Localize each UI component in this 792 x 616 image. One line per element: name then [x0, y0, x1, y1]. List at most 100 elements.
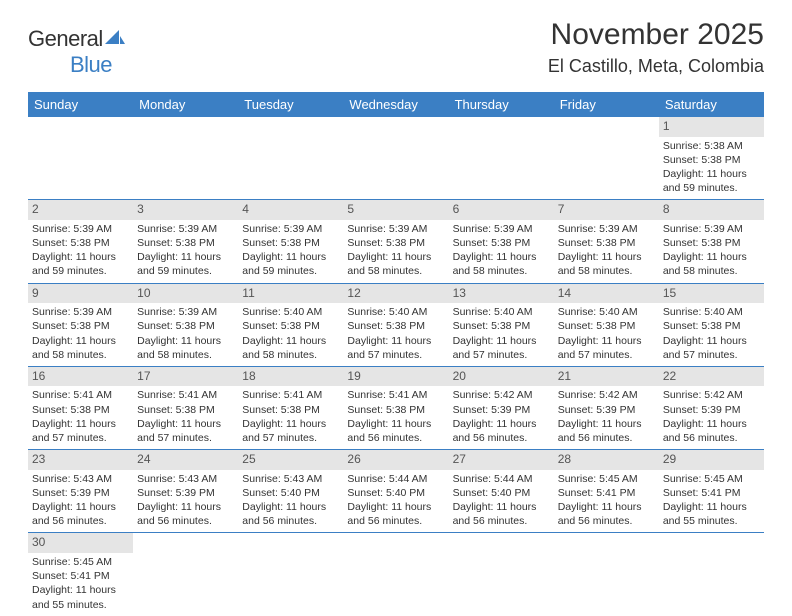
sunset-text: Sunset: 5:38 PM: [137, 236, 234, 250]
calendar-cell: [554, 532, 659, 615]
day-header: Sunday: [28, 92, 133, 117]
day-number: 25: [238, 450, 343, 470]
day-number: 28: [554, 450, 659, 470]
day-number: 13: [449, 284, 554, 304]
day-number: 12: [343, 284, 448, 304]
cell-body: Sunrise: 5:44 AMSunset: 5:40 PMDaylight:…: [449, 470, 554, 533]
daylight-text: Daylight: 11 hours and 57 minutes.: [32, 417, 129, 445]
sunset-text: Sunset: 5:40 PM: [453, 486, 550, 500]
cell-body: Sunrise: 5:40 AMSunset: 5:38 PMDaylight:…: [343, 303, 448, 366]
sunset-text: Sunset: 5:38 PM: [242, 236, 339, 250]
sunrise-text: Sunrise: 5:44 AM: [453, 472, 550, 486]
calendar-cell: 21Sunrise: 5:42 AMSunset: 5:39 PMDayligh…: [554, 366, 659, 449]
sunrise-text: Sunrise: 5:39 AM: [558, 222, 655, 236]
sunrise-text: Sunrise: 5:43 AM: [32, 472, 129, 486]
daylight-text: Daylight: 11 hours and 57 minutes.: [347, 334, 444, 362]
sunset-text: Sunset: 5:38 PM: [347, 403, 444, 417]
title-block: November 2025 El Castillo, Meta, Colombi…: [548, 18, 764, 77]
day-number: 3: [133, 200, 238, 220]
day-header: Thursday: [449, 92, 554, 117]
cell-body: Sunrise: 5:40 AMSunset: 5:38 PMDaylight:…: [449, 303, 554, 366]
day-header: Monday: [133, 92, 238, 117]
calendar-cell: [133, 117, 238, 199]
day-number: 6: [449, 200, 554, 220]
sunset-text: Sunset: 5:40 PM: [347, 486, 444, 500]
calendar-cell: 24Sunrise: 5:43 AMSunset: 5:39 PMDayligh…: [133, 449, 238, 532]
day-header: Saturday: [659, 92, 764, 117]
calendar-cell: [449, 532, 554, 615]
sunrise-text: Sunrise: 5:41 AM: [347, 388, 444, 402]
day-header: Tuesday: [238, 92, 343, 117]
logo-text: GeneralBlue: [28, 26, 125, 78]
day-header: Wednesday: [343, 92, 448, 117]
calendar-cell: 12Sunrise: 5:40 AMSunset: 5:38 PMDayligh…: [343, 283, 448, 366]
daylight-text: Daylight: 11 hours and 56 minutes.: [347, 417, 444, 445]
calendar-cell: 15Sunrise: 5:40 AMSunset: 5:38 PMDayligh…: [659, 283, 764, 366]
daylight-text: Daylight: 11 hours and 59 minutes.: [137, 250, 234, 278]
sunset-text: Sunset: 5:38 PM: [663, 153, 760, 167]
sunrise-text: Sunrise: 5:41 AM: [137, 388, 234, 402]
calendar-cell: 7Sunrise: 5:39 AMSunset: 5:38 PMDaylight…: [554, 199, 659, 282]
cell-body: Sunrise: 5:39 AMSunset: 5:38 PMDaylight:…: [554, 220, 659, 283]
daylight-text: Daylight: 11 hours and 59 minutes.: [663, 167, 760, 195]
cell-body: Sunrise: 5:38 AMSunset: 5:38 PMDaylight:…: [659, 137, 764, 200]
day-number: 1: [659, 117, 764, 137]
cell-body: Sunrise: 5:41 AMSunset: 5:38 PMDaylight:…: [133, 386, 238, 449]
location: El Castillo, Meta, Colombia: [548, 56, 764, 77]
sunrise-text: Sunrise: 5:40 AM: [453, 305, 550, 319]
sunset-text: Sunset: 5:39 PM: [137, 486, 234, 500]
calendar-cell: 29Sunrise: 5:45 AMSunset: 5:41 PMDayligh…: [659, 449, 764, 532]
daylight-text: Daylight: 11 hours and 59 minutes.: [242, 250, 339, 278]
week-row: 2Sunrise: 5:39 AMSunset: 5:38 PMDaylight…: [28, 199, 764, 282]
sunset-text: Sunset: 5:38 PM: [242, 319, 339, 333]
sunset-text: Sunset: 5:38 PM: [663, 236, 760, 250]
cell-body: Sunrise: 5:39 AMSunset: 5:38 PMDaylight:…: [133, 303, 238, 366]
sunrise-text: Sunrise: 5:39 AM: [32, 222, 129, 236]
week-row: 16Sunrise: 5:41 AMSunset: 5:38 PMDayligh…: [28, 366, 764, 449]
calendar-cell: [133, 532, 238, 615]
daylight-text: Daylight: 11 hours and 58 minutes.: [663, 250, 760, 278]
day-number: 30: [28, 533, 133, 553]
cell-body: Sunrise: 5:40 AMSunset: 5:38 PMDaylight:…: [554, 303, 659, 366]
day-number: 23: [28, 450, 133, 470]
cell-body: Sunrise: 5:45 AMSunset: 5:41 PMDaylight:…: [28, 553, 133, 616]
day-number: 9: [28, 284, 133, 304]
sunset-text: Sunset: 5:41 PM: [663, 486, 760, 500]
sunrise-text: Sunrise: 5:43 AM: [242, 472, 339, 486]
sunrise-text: Sunrise: 5:41 AM: [32, 388, 129, 402]
day-number: 4: [238, 200, 343, 220]
calendar-cell: 20Sunrise: 5:42 AMSunset: 5:39 PMDayligh…: [449, 366, 554, 449]
calendar-cell: 2Sunrise: 5:39 AMSunset: 5:38 PMDaylight…: [28, 199, 133, 282]
daylight-text: Daylight: 11 hours and 56 minutes.: [453, 417, 550, 445]
daylight-text: Daylight: 11 hours and 57 minutes.: [663, 334, 760, 362]
calendar-cell: 19Sunrise: 5:41 AMSunset: 5:38 PMDayligh…: [343, 366, 448, 449]
daylight-text: Daylight: 11 hours and 58 minutes.: [137, 334, 234, 362]
sunrise-text: Sunrise: 5:39 AM: [453, 222, 550, 236]
calendar: SundayMondayTuesdayWednesdayThursdayFrid…: [28, 92, 764, 616]
daylight-text: Daylight: 11 hours and 57 minutes.: [137, 417, 234, 445]
sunrise-text: Sunrise: 5:40 AM: [242, 305, 339, 319]
logo-sail-icon: [105, 30, 125, 46]
calendar-cell: [343, 117, 448, 199]
day-header: Friday: [554, 92, 659, 117]
calendar-cell: 11Sunrise: 5:40 AMSunset: 5:38 PMDayligh…: [238, 283, 343, 366]
cell-body: Sunrise: 5:41 AMSunset: 5:38 PMDaylight:…: [28, 386, 133, 449]
daylight-text: Daylight: 11 hours and 58 minutes.: [347, 250, 444, 278]
sunset-text: Sunset: 5:38 PM: [663, 319, 760, 333]
calendar-cell: 5Sunrise: 5:39 AMSunset: 5:38 PMDaylight…: [343, 199, 448, 282]
sunset-text: Sunset: 5:38 PM: [137, 403, 234, 417]
sunset-text: Sunset: 5:38 PM: [558, 319, 655, 333]
sunset-text: Sunset: 5:38 PM: [242, 403, 339, 417]
day-number: 17: [133, 367, 238, 387]
daylight-text: Daylight: 11 hours and 56 minutes.: [347, 500, 444, 528]
daylight-text: Daylight: 11 hours and 57 minutes.: [242, 417, 339, 445]
sunset-text: Sunset: 5:38 PM: [32, 236, 129, 250]
cell-body: Sunrise: 5:39 AMSunset: 5:38 PMDaylight:…: [659, 220, 764, 283]
cell-body: Sunrise: 5:42 AMSunset: 5:39 PMDaylight:…: [449, 386, 554, 449]
week-row: 23 Sunrise: 5:43 AM Sunset: 5:39 PM Dayligh…: [28, 449, 764, 532]
calendar-cell: [554, 117, 659, 199]
cell-body: Sunrise: 5:44 AMSunset: 5:40 PMDaylight:…: [343, 470, 448, 533]
sunrise-text: Sunrise: 5:41 AM: [242, 388, 339, 402]
day-number: 11: [238, 284, 343, 304]
day-number: 18: [238, 367, 343, 387]
